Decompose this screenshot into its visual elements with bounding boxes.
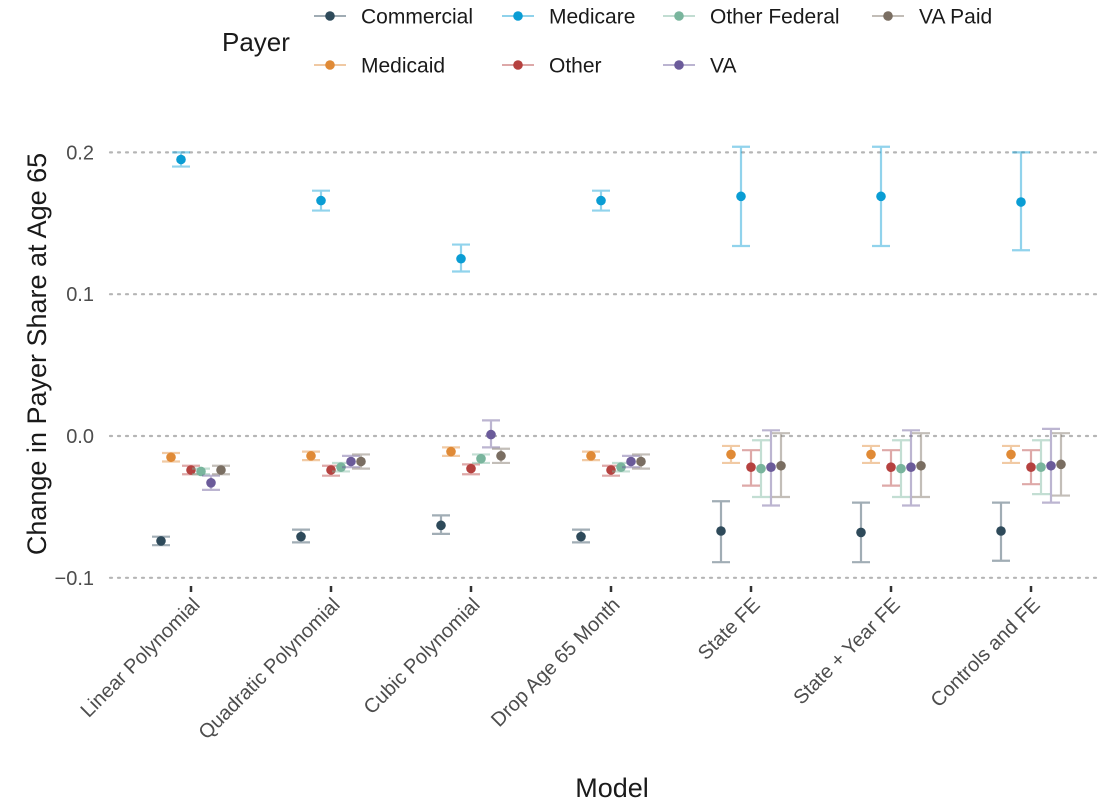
x-tick-label: Quadratic Polynomial (195, 594, 345, 744)
data-point (476, 453, 486, 464)
data-point (186, 465, 196, 475)
data-point (616, 462, 626, 472)
data-point (576, 531, 586, 542)
data-point (196, 466, 206, 477)
data-point (166, 452, 176, 463)
data-point (636, 456, 646, 467)
legend-key-point (325, 11, 335, 21)
y-tick-label: 0.2 (66, 142, 94, 164)
data-point (466, 463, 476, 474)
data-point (606, 465, 616, 475)
data-point (626, 456, 636, 467)
plot-area (152, 145, 1070, 564)
y-tick-label: 0.1 (66, 284, 94, 306)
legend-item-medicaid: Medicaid (314, 55, 445, 78)
data-point (436, 520, 446, 531)
series-commercial (152, 500, 1010, 564)
x-tick-label: State + Year FE (790, 594, 905, 709)
x-tick-label: Linear Polynomial (77, 594, 205, 722)
data-point (456, 253, 466, 264)
data-point (216, 465, 226, 475)
data-point (296, 531, 306, 542)
series-medicaid (162, 444, 1020, 465)
y-axis: 0.2 0.1 0.0 −0.1 (55, 142, 94, 589)
data-point (496, 451, 506, 461)
data-point (1036, 462, 1046, 472)
data-point (206, 477, 216, 488)
series-va (202, 419, 1060, 507)
gridlines (108, 151, 1100, 579)
legend-key-point (674, 11, 684, 21)
x-axis-title: Model (575, 773, 649, 803)
series-medicare (172, 145, 1030, 273)
data-point (326, 465, 336, 475)
data-point (1006, 449, 1016, 460)
legend-key-point (513, 11, 523, 21)
data-point (916, 460, 926, 471)
data-point (156, 536, 166, 546)
legend-label: Medicare (549, 6, 635, 29)
data-point (356, 456, 366, 467)
legend-key-point (513, 60, 523, 70)
data-point (716, 526, 726, 536)
legend-item-va: VA (663, 55, 736, 78)
legend: Payer Commercial Medicare Other Federal VA … (222, 6, 992, 78)
legend-label: Other (549, 55, 602, 78)
data-point (346, 456, 356, 467)
data-point (586, 451, 596, 461)
data-point (306, 451, 316, 461)
data-point (486, 429, 496, 440)
legend-key-point (674, 60, 684, 70)
data-point (1016, 197, 1026, 207)
legend-item-va-paid: VA Paid (872, 6, 992, 29)
data-point (776, 460, 786, 471)
data-point (906, 462, 916, 472)
legend-key-point (883, 11, 893, 21)
data-point (316, 195, 326, 206)
data-point (336, 462, 346, 472)
legend-label: Medicaid (361, 55, 445, 78)
legend-item-other: Other (502, 55, 602, 78)
legend-key-point (325, 60, 335, 70)
data-point (1056, 459, 1066, 470)
y-tick-label: 0.0 (66, 426, 94, 448)
data-point (1026, 462, 1036, 472)
x-tick-label: State FE (694, 594, 765, 665)
legend-label: VA Paid (919, 6, 992, 29)
x-tick-label: Controls and FE (927, 594, 1045, 712)
x-tick-label: Cubic Polynomial (360, 594, 485, 719)
data-point (1046, 460, 1056, 471)
data-point (996, 526, 1006, 536)
data-point (876, 191, 886, 202)
data-point (596, 195, 606, 206)
x-tick-label: Drop Age 65 Month (487, 594, 624, 731)
y-tick-label: −0.1 (55, 568, 94, 590)
data-point (726, 449, 736, 460)
legend-item-commercial: Commercial (314, 6, 473, 29)
data-point (866, 449, 876, 460)
data-point (746, 462, 756, 472)
legend-label: Commercial (361, 6, 473, 29)
legend-item-other-federal: Other Federal (663, 6, 840, 29)
data-point (176, 154, 186, 165)
legend-title: Payer (222, 27, 290, 57)
series-other (182, 449, 1040, 487)
legend-label: VA (710, 55, 736, 78)
data-point (736, 191, 746, 202)
data-point (886, 462, 896, 472)
data-point (446, 446, 456, 457)
series-va-paid (212, 432, 1070, 499)
legend-label: Other Federal (710, 6, 840, 29)
data-point (756, 463, 766, 474)
data-point (856, 527, 866, 538)
legend-item-medicare: Medicare (502, 6, 635, 29)
data-point (766, 462, 776, 472)
y-axis-title: Change in Payer Share at Age 65 (22, 153, 52, 555)
data-point (896, 463, 906, 474)
